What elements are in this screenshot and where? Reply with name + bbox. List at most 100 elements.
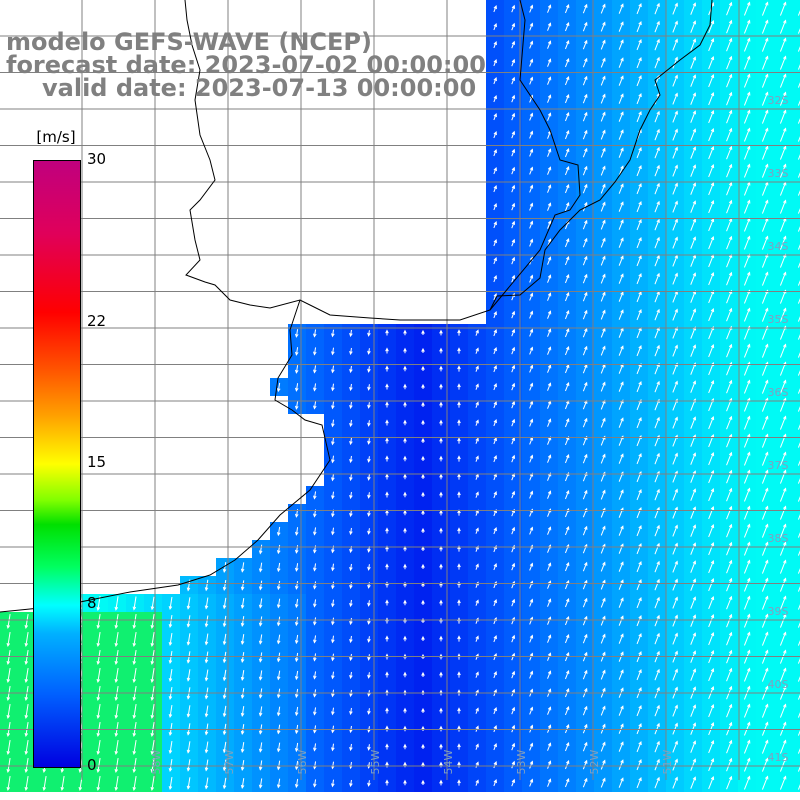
wind-arrow — [313, 563, 317, 572]
wind-arrow — [96, 758, 101, 774]
wind-arrow — [708, 236, 715, 250]
field-cell — [792, 702, 800, 720]
wind-arrow — [529, 382, 534, 391]
wind-arrow — [779, 271, 787, 286]
wind-arrow — [582, 39, 588, 50]
wind-arrow — [294, 778, 299, 789]
wind-arrow — [529, 328, 534, 337]
wind-arrow — [564, 778, 570, 788]
wind-arrow — [547, 328, 552, 337]
wind-arrow — [240, 562, 245, 573]
wind-arrow — [42, 776, 47, 792]
wind-arrow — [708, 740, 715, 754]
wind-arrow — [204, 741, 209, 754]
wind-arrow — [690, 416, 697, 429]
wind-arrow — [779, 451, 787, 466]
wind-arrow — [708, 416, 715, 430]
wind-arrow — [403, 491, 407, 498]
wind-arrow — [186, 759, 191, 772]
wind-arrow — [672, 668, 678, 681]
wind-arrow — [349, 347, 353, 356]
wind-arrow — [726, 235, 733, 250]
wind-arrow — [331, 635, 335, 644]
wind-arrow — [743, 181, 751, 196]
wind-arrow — [493, 401, 497, 409]
wind-arrow — [690, 632, 697, 645]
wind-arrow — [761, 415, 769, 430]
wind-arrow — [132, 632, 137, 648]
wind-arrow — [222, 597, 227, 610]
wind-arrow — [511, 670, 516, 679]
wind-arrow — [654, 488, 660, 501]
wind-arrow — [547, 148, 552, 157]
wind-arrow — [511, 598, 516, 607]
wind-arrow — [690, 110, 697, 123]
wind-arrow — [511, 364, 516, 373]
field-cell — [792, 324, 800, 342]
wind-arrow — [761, 37, 769, 52]
wind-arrow — [132, 596, 137, 611]
wind-arrow — [761, 271, 769, 286]
wind-arrow — [708, 542, 715, 556]
wind-arrow — [779, 433, 787, 448]
wind-arrow — [511, 130, 516, 139]
field-cell — [792, 90, 800, 108]
wind-arrow — [564, 148, 570, 158]
wind-arrow — [294, 545, 299, 554]
wind-arrow — [690, 506, 697, 519]
wind-arrow — [636, 291, 642, 303]
wind-arrow — [708, 524, 715, 538]
wind-arrow — [600, 561, 606, 572]
wind-arrow — [743, 703, 751, 718]
wind-arrow — [511, 562, 516, 571]
wind-arrow — [493, 59, 497, 67]
wind-arrow — [367, 744, 371, 751]
wind-arrow — [367, 636, 371, 643]
wind-arrow — [439, 761, 443, 768]
wind-arrow — [529, 274, 534, 283]
wind-arrow — [564, 634, 570, 644]
wind-arrow — [797, 766, 800, 772]
wind-arrow — [708, 704, 715, 718]
wind-arrow — [511, 58, 516, 67]
wind-arrow — [618, 129, 624, 140]
wind-arrow — [511, 634, 516, 643]
wind-arrow — [690, 614, 697, 627]
wind-arrow — [258, 742, 263, 753]
wind-arrow — [708, 380, 715, 394]
wind-arrow — [672, 524, 678, 537]
wind-arrow — [797, 298, 800, 304]
wind-arrow — [636, 543, 642, 555]
wind-arrow — [493, 257, 497, 265]
wind-arrow — [493, 113, 497, 121]
wind-arrow — [403, 599, 407, 606]
wind-arrow — [204, 777, 209, 790]
wind-arrow — [547, 310, 552, 319]
wind-arrow — [636, 741, 642, 753]
wind-arrow — [779, 415, 787, 430]
field-cell — [792, 504, 800, 522]
wind-arrow — [385, 347, 389, 354]
title-forecast-date: forecast date: 2023-07-02 00:00:00 — [6, 51, 486, 79]
wind-arrow — [636, 165, 642, 177]
wind-arrow — [708, 506, 715, 520]
wind-arrow — [529, 364, 534, 373]
wind-arrow — [743, 91, 751, 106]
wind-arrow — [779, 307, 787, 322]
wind-arrow — [547, 562, 552, 571]
wind-arrow — [761, 577, 769, 592]
wind-arrow — [421, 779, 425, 786]
field-cell — [792, 252, 800, 270]
wind-arrow — [385, 455, 389, 462]
wind-arrow — [654, 236, 660, 249]
wind-arrow — [349, 635, 353, 644]
wind-arrow — [511, 400, 516, 409]
wind-arrow — [276, 544, 281, 555]
wind-arrow — [493, 311, 497, 319]
wind-arrow — [439, 599, 443, 606]
wind-arrow — [654, 20, 660, 33]
wind-arrow — [797, 604, 800, 610]
wind-arrow — [797, 172, 800, 178]
wind-arrow — [204, 759, 209, 772]
wind-arrow — [761, 109, 769, 124]
